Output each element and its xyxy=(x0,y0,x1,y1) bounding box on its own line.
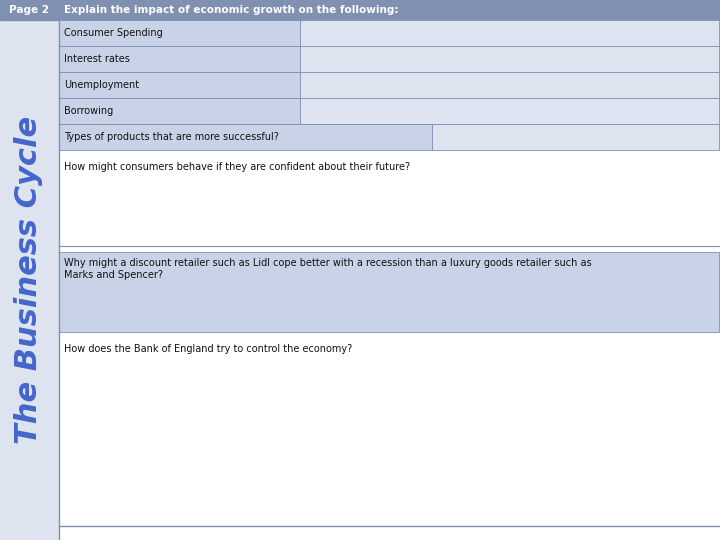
Bar xyxy=(59,0,719,20)
Bar xyxy=(59,20,300,46)
Bar xyxy=(0,0,58,20)
Text: Types of products that are more successful?: Types of products that are more successf… xyxy=(64,132,279,142)
Bar xyxy=(300,72,719,98)
Text: Borrowing: Borrowing xyxy=(64,106,113,116)
Text: Why might a discount retailer such as Lidl cope better with a recession than a l: Why might a discount retailer such as Li… xyxy=(64,258,592,280)
Bar xyxy=(59,72,300,98)
Bar xyxy=(0,0,58,540)
Text: The Business Cycle: The Business Cycle xyxy=(14,116,43,444)
Text: How does the Bank of England try to control the economy?: How does the Bank of England try to cont… xyxy=(64,344,352,354)
Text: Page 2: Page 2 xyxy=(9,5,49,15)
Bar xyxy=(300,20,719,46)
Bar xyxy=(59,46,300,72)
Bar xyxy=(300,98,719,124)
Text: Unemployment: Unemployment xyxy=(64,80,139,90)
Text: Consumer Spending: Consumer Spending xyxy=(64,28,163,38)
Bar xyxy=(59,124,432,150)
Bar xyxy=(59,98,300,124)
Bar xyxy=(300,46,719,72)
Bar xyxy=(432,124,719,150)
Text: Explain the impact of economic growth on the following:: Explain the impact of economic growth on… xyxy=(64,5,398,15)
Text: How might consumers behave if they are confident about their future?: How might consumers behave if they are c… xyxy=(64,162,410,172)
Text: Interest rates: Interest rates xyxy=(64,54,130,64)
Bar xyxy=(59,252,719,332)
